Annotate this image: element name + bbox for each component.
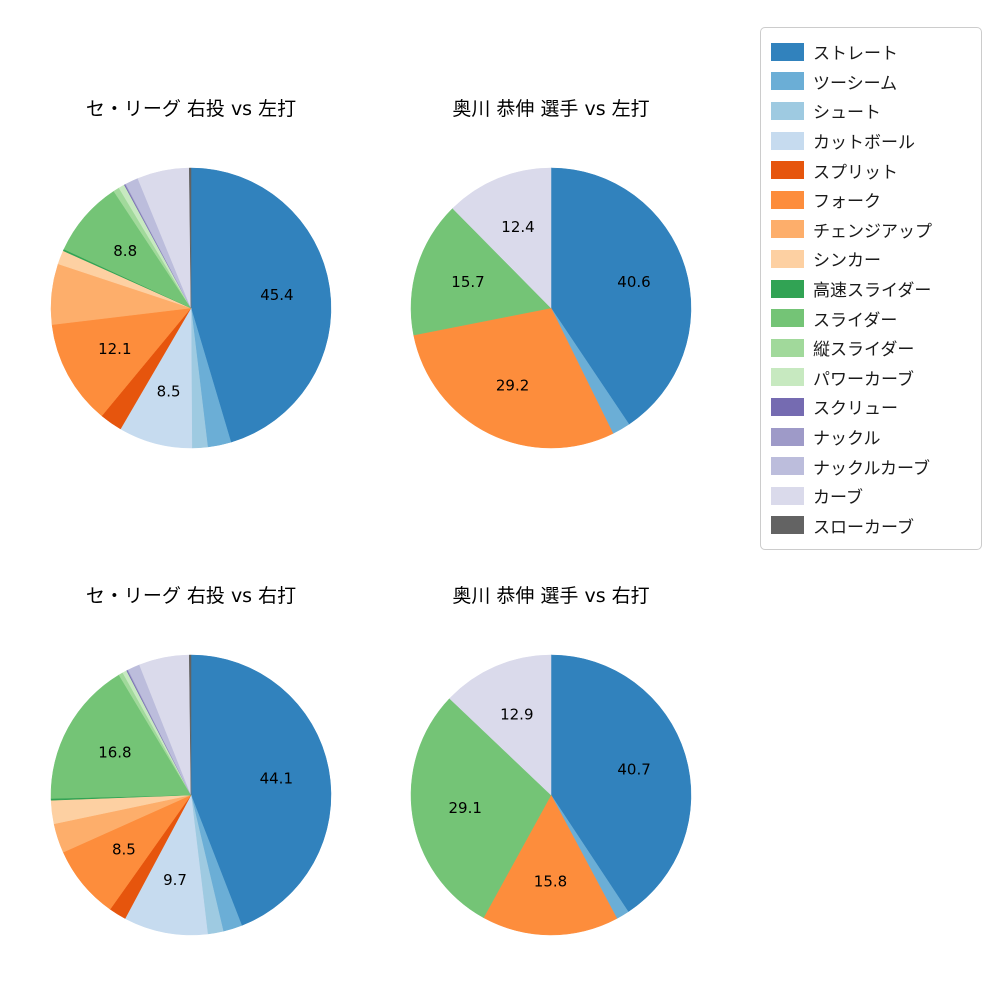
legend-color-swatch [771, 338, 804, 357]
pie-slice [449, 654, 552, 796]
pie-slice [483, 794, 618, 936]
legend-item: 縦スライダー [771, 333, 971, 363]
legend-item: シンカー [771, 244, 971, 274]
legend-item-label: 縦スライダー [813, 340, 915, 361]
legend-color-swatch [771, 309, 804, 328]
legend-item-label: シンカー [813, 251, 881, 272]
legend-item: スライダー [771, 303, 971, 333]
pie-slice [51, 307, 192, 417]
legend-color-swatch [771, 190, 804, 209]
legend-color-swatch [771, 220, 804, 239]
legend-item: ツーシーム [771, 67, 971, 97]
pie-graphic: 44.1 9.7 8.5 16.8 [50, 654, 332, 936]
legend-item-label: スローカーブ [813, 517, 914, 538]
legend-item-label: ナックル [813, 429, 881, 450]
pie-slice [190, 654, 332, 926]
legend-item-label: チェンジアップ [813, 221, 932, 242]
legend-color-swatch [771, 397, 804, 416]
legend: ストレートツーシームシュートカットボール スプリットフォークチェンジアップ シンカー… [760, 27, 982, 551]
pie-slice-value-label: 15.8 [534, 872, 567, 890]
pie-slice [413, 307, 614, 449]
pie-slice-value-label: 15.7 [451, 273, 484, 291]
pie-slice-value-label: 29.1 [448, 799, 481, 817]
pie-slice-value-label: 45.4 [260, 286, 293, 304]
pie-chart-league-vs-left: セ・リーグ 右投 vs 左打 45.4 8.5 12.1 8.8 [41, 97, 341, 458]
pie-chart-league-vs-right: セ・リーグ 右投 vs 右打 44.1 9.7 8.5 16.8 [41, 584, 341, 945]
legend-color-swatch [771, 457, 804, 476]
legend-color-swatch [771, 427, 804, 446]
legend-color-swatch [771, 161, 804, 180]
legend-color-swatch [771, 279, 804, 298]
pie-slice-value-label: 8.5 [157, 382, 181, 400]
pie-slice-value-label: 16.8 [98, 744, 131, 762]
legend-item: パワーカーブ [771, 363, 971, 393]
legend-color-swatch [771, 72, 804, 91]
legend-item: スプリット [771, 155, 971, 185]
legend-item-label: シュート [813, 103, 881, 124]
legend-item-label: 高速スライダー [813, 281, 932, 302]
legend-item: カットボール [771, 126, 971, 156]
pie-slice [188, 654, 192, 796]
legend-item-label: ツーシーム [813, 73, 898, 94]
pie-slice [550, 167, 692, 425]
chart-title: 奥川 恭伸 選手 vs 左打 [452, 98, 650, 120]
pie-slice [188, 167, 192, 309]
chart-title: セ・リーグ 右投 vs 右打 [85, 585, 297, 607]
pie-chart-okugawa-vs-left: 奥川 恭伸 選手 vs 左打 40.6 29.2 15.7 12.4 [401, 97, 701, 458]
pie-slice [410, 208, 552, 336]
legend-color-swatch [771, 368, 804, 387]
legend-item: ナックル [771, 422, 971, 452]
legend-item: スローカーブ [771, 511, 971, 541]
chart-title: セ・リーグ 右投 vs 左打 [85, 98, 297, 120]
pie-chart-okugawa-vs-right: 奥川 恭伸 選手 vs 右打 40.7 15.8 29.1 12.9 [401, 584, 701, 945]
legend-item-label: カットボール [813, 133, 915, 154]
legend-item-label: スプリット [813, 162, 898, 183]
pie-slice-value-label: 40.7 [617, 761, 650, 779]
legend-color-swatch [771, 486, 804, 505]
legend-item: ナックルカーブ [771, 451, 971, 481]
legend-color-swatch [771, 131, 804, 150]
legend-item-label: ストレート [813, 44, 898, 65]
pie-slice-value-label: 8.5 [112, 841, 136, 859]
pie-slice [452, 167, 552, 309]
legend-color-swatch [771, 42, 804, 61]
legend-item-label: ナックルカーブ [813, 458, 930, 479]
legend-item: フォーク [771, 185, 971, 215]
legend-item-label: スライダー [813, 310, 898, 331]
legend-item: 高速スライダー [771, 274, 971, 304]
pie-slice-value-label: 12.4 [501, 218, 534, 236]
pie-slice-value-label: 9.7 [163, 871, 187, 889]
legend-item-label: カーブ [813, 488, 863, 509]
pie-graphic: 40.7 15.8 29.1 12.9 [410, 654, 692, 936]
pie-slice [124, 794, 208, 936]
pie-slice [50, 674, 192, 799]
legend-color-swatch [771, 101, 804, 120]
legend-item-label: フォーク [813, 192, 881, 213]
pie-graphic: 40.6 29.2 15.7 12.4 [410, 167, 692, 449]
legend-item: カーブ [771, 481, 971, 511]
pie-slice-value-label: 12.1 [98, 340, 131, 358]
pie-slice-value-label: 44.1 [260, 770, 293, 788]
pie-slice [410, 698, 552, 919]
legend-item: スクリュー [771, 392, 971, 422]
legend-color-swatch [771, 516, 804, 535]
pie-slice-value-label: 12.9 [500, 706, 533, 724]
legend-item: チェンジアップ [771, 215, 971, 245]
chart-title: 奥川 恭伸 選手 vs 右打 [452, 585, 650, 607]
legend-item: ストレート [771, 37, 971, 67]
pie-graphic: 45.4 8.5 12.1 8.8 [50, 167, 332, 449]
pie-slice-value-label: 40.6 [617, 273, 650, 291]
pie-slice-value-label: 8.8 [113, 242, 137, 260]
pie-slice [190, 167, 332, 443]
legend-item-label: パワーカーブ [813, 369, 914, 390]
pie-slice-value-label: 29.2 [496, 376, 529, 394]
legend-item-label: スクリュー [813, 399, 898, 420]
legend-color-swatch [771, 249, 804, 268]
legend-item: シュート [771, 96, 971, 126]
